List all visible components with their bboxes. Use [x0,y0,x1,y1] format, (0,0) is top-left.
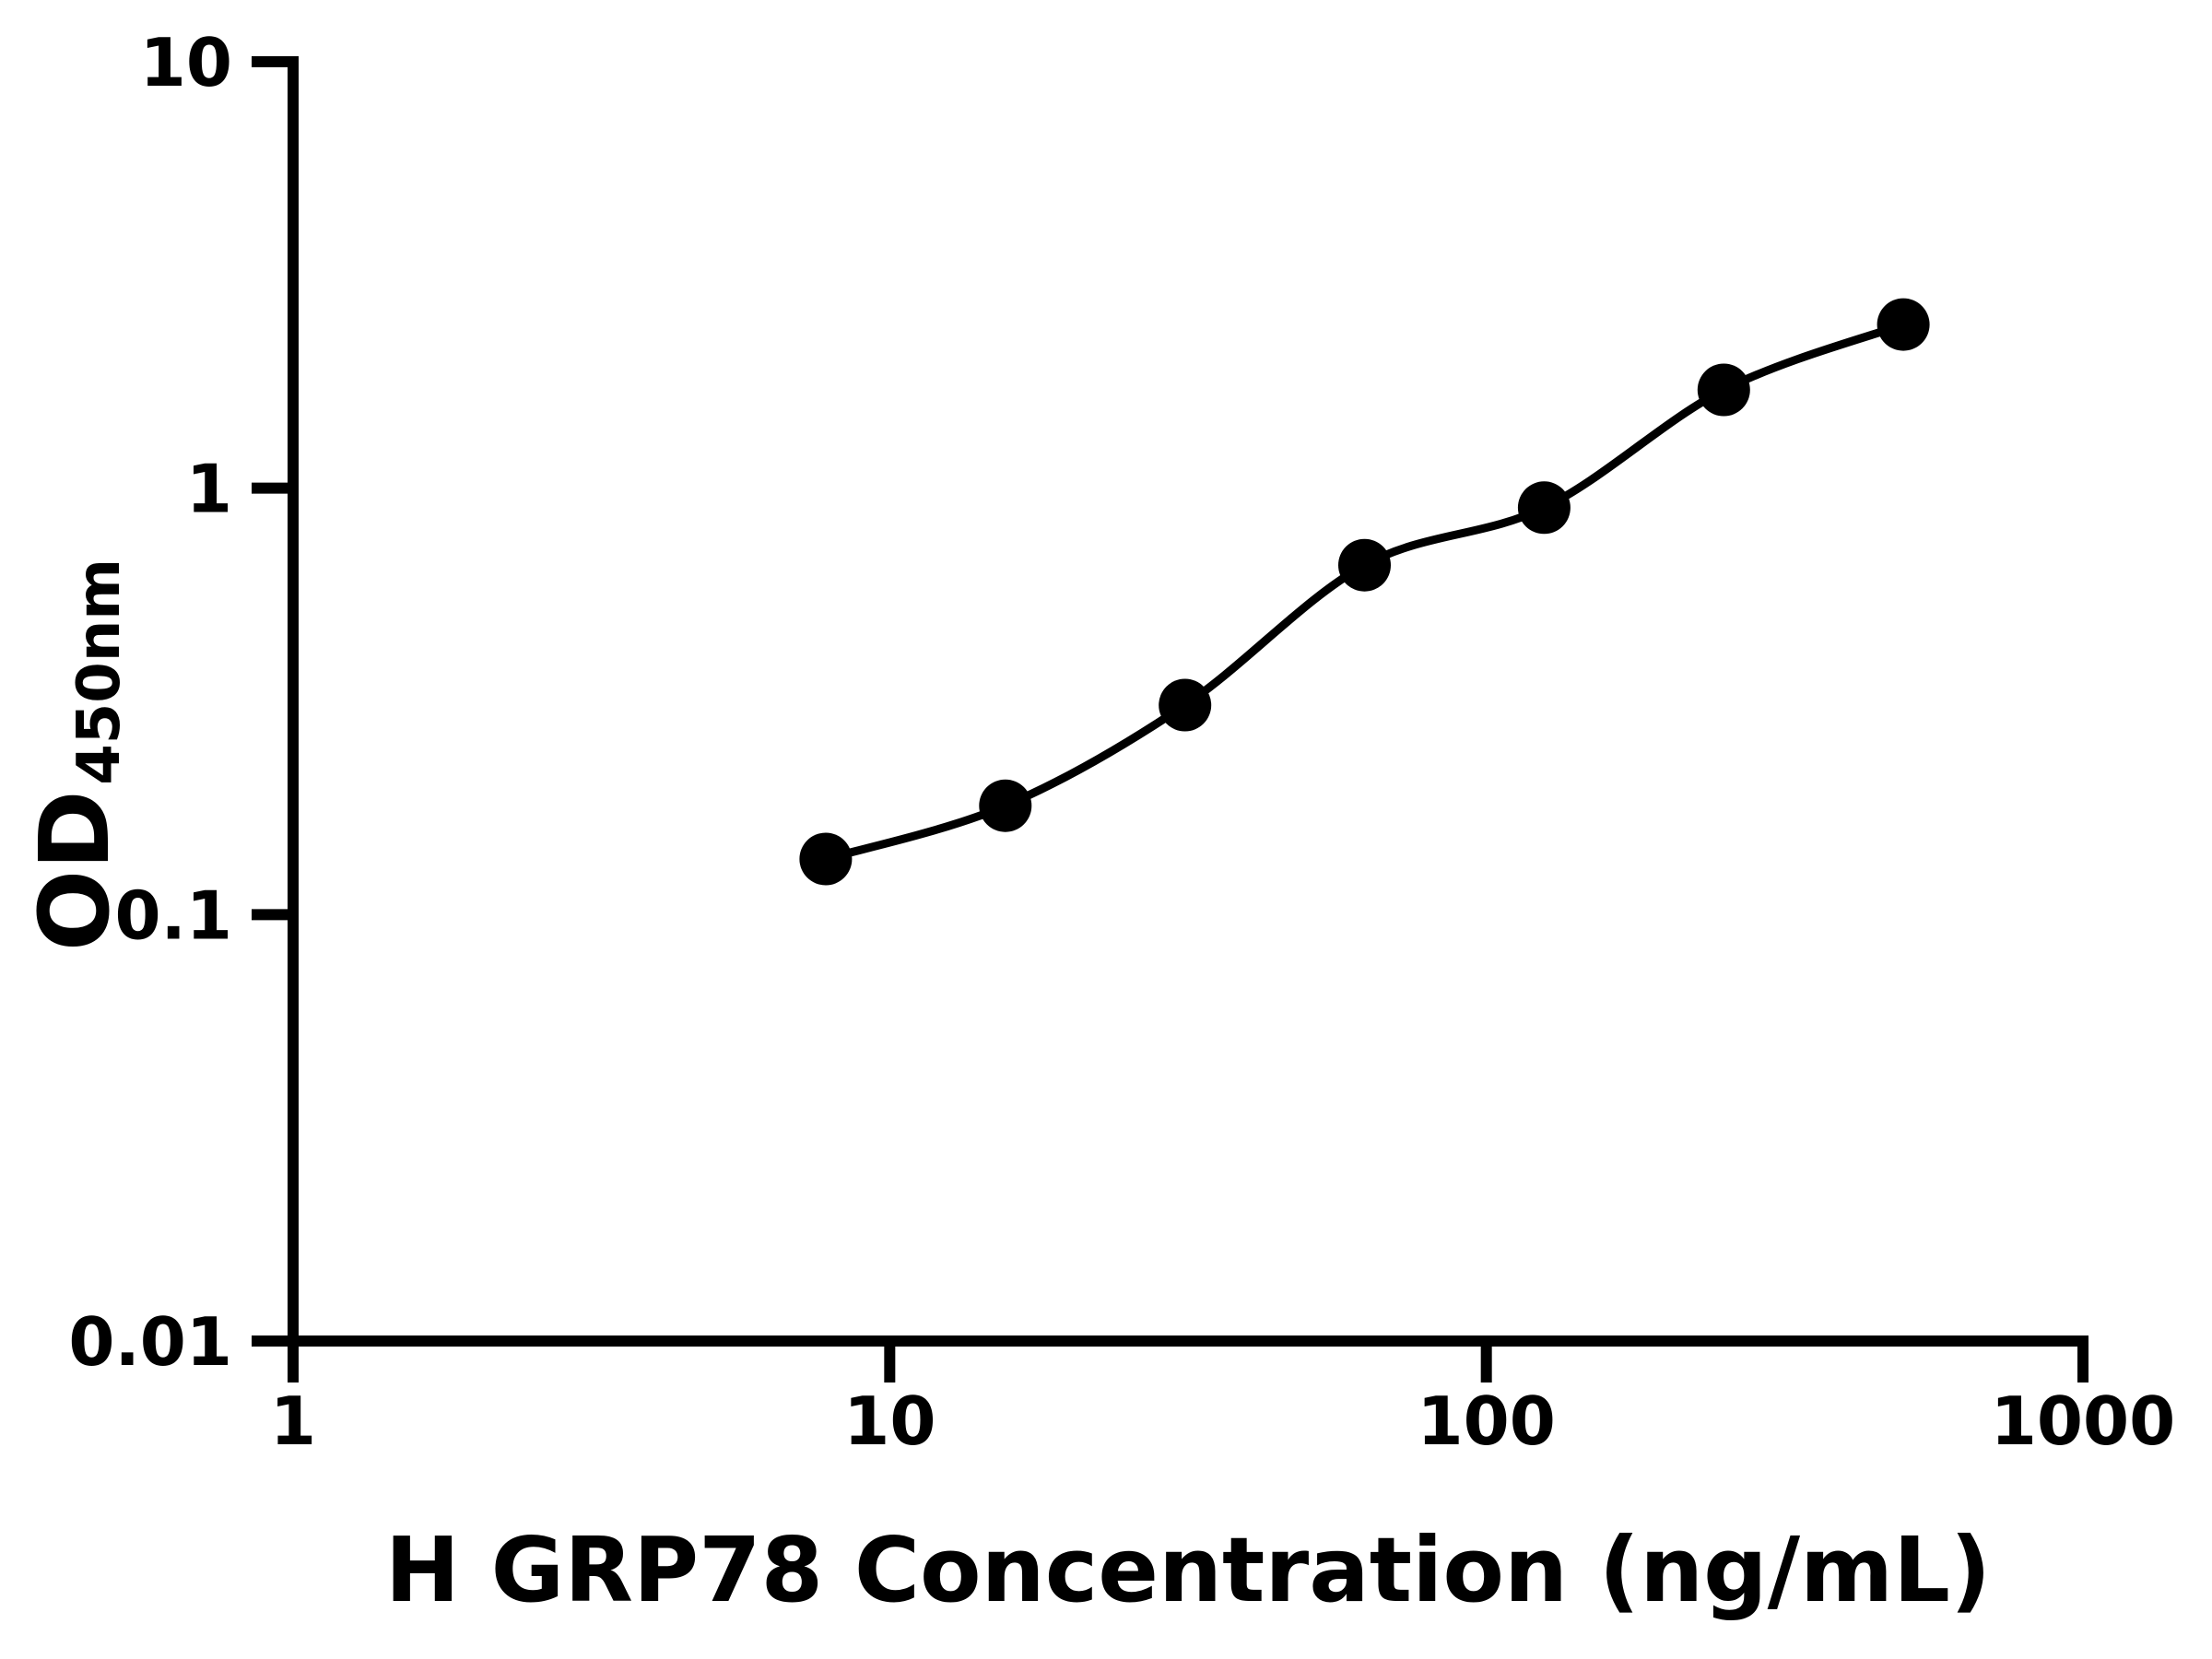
data-points [799,298,1930,886]
data-point [1877,298,1930,351]
y-axis-tick-labels: 0.01 0.1 1 10 [68,24,232,1381]
x-axis-tick-labels: 1 10 100 1000 [270,1382,2175,1460]
y-axis-title: OD 450nm [18,559,134,951]
data-point [799,832,853,886]
y-tick-label: 10 [140,24,232,101]
x-tick-label: 100 [1418,1382,1556,1460]
y-axis-title-subscript: 450nm [65,559,134,785]
y-axis-title-main: OD [18,790,131,951]
axes [288,56,2088,1347]
data-point [979,779,1032,832]
data-point [1338,538,1391,592]
y-tick-label: 0.1 [114,877,232,954]
y-tick-label: 1 [186,451,232,528]
data-point [1159,678,1212,732]
x-axis-ticks [288,1341,2088,1382]
x-tick-label: 10 [843,1382,935,1460]
x-axis-title: H GRP78 Concentration (ng/mL) [385,1518,1992,1622]
x-tick-label: 1000 [1991,1382,2175,1460]
y-axis-ticks [252,56,293,1347]
y-tick-label: 0.01 [68,1303,232,1381]
data-point [1697,363,1750,417]
x-tick-label: 1 [270,1382,316,1460]
data-point [1517,481,1571,535]
